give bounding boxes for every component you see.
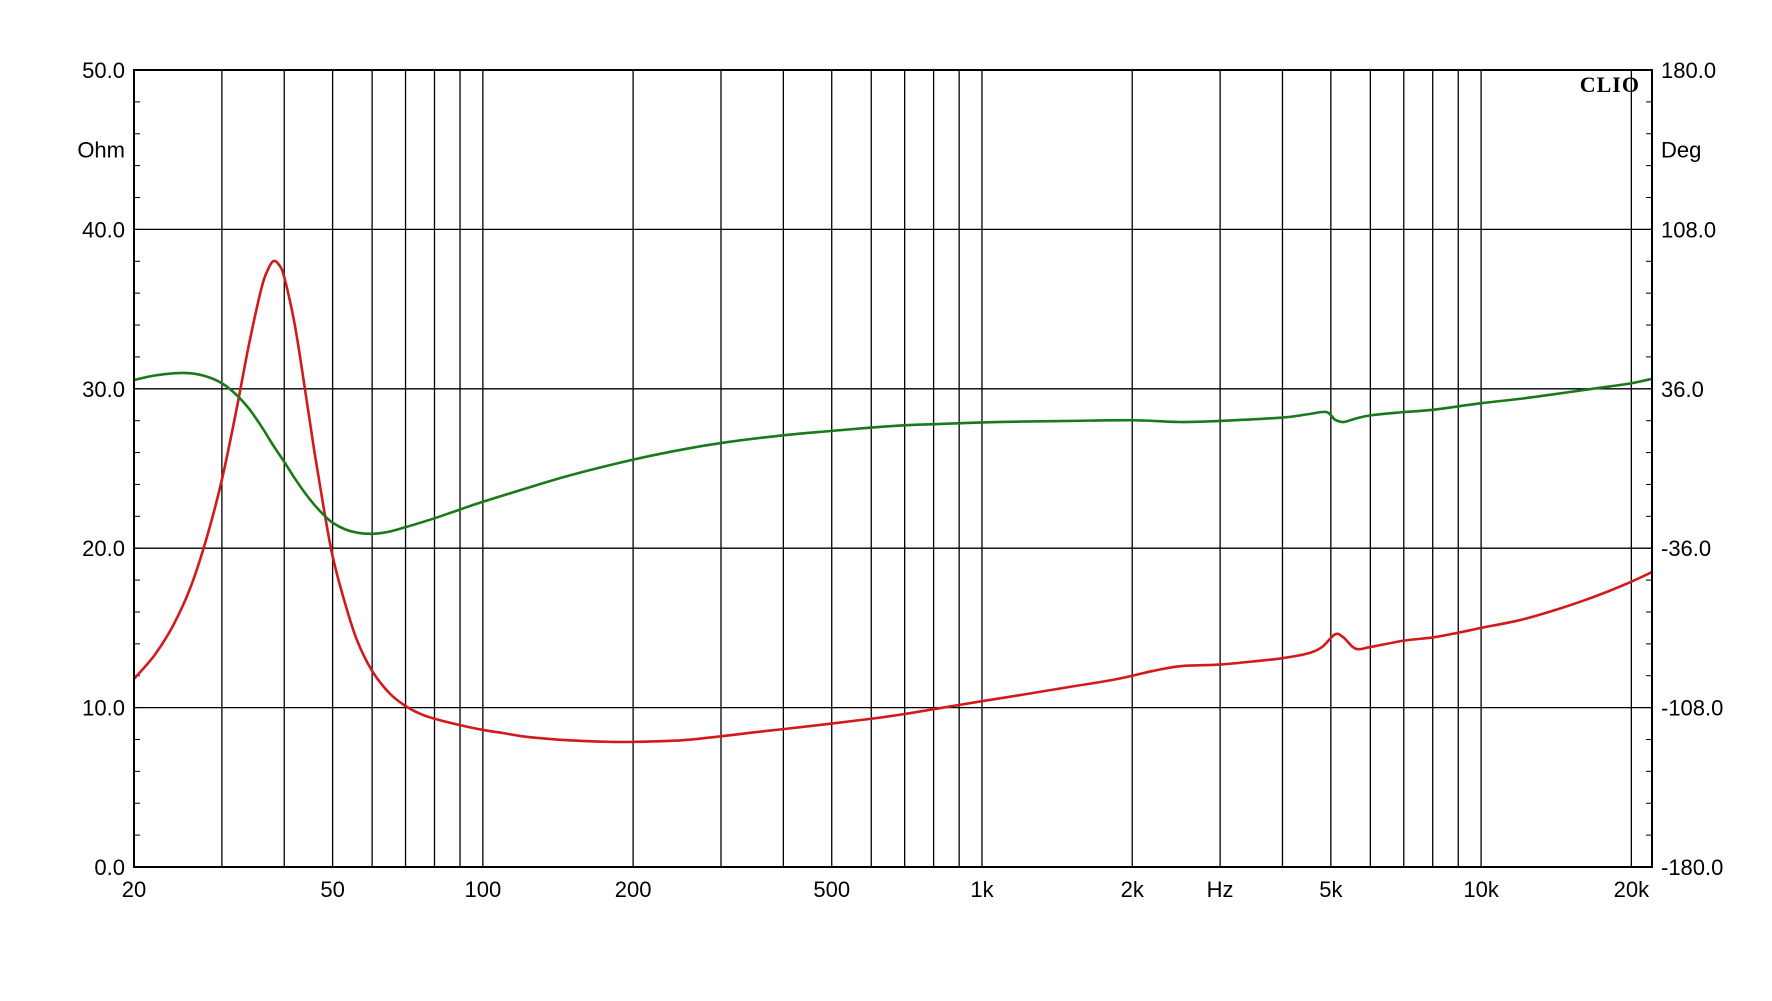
x-tick-label: 5k — [1319, 877, 1343, 902]
x-tick-label: 20 — [122, 877, 146, 902]
impedance-series-line — [133, 259, 1653, 744]
left-axis-unit-label: Ohm — [77, 138, 125, 163]
right-tick-label: 36.0 — [1661, 377, 1704, 402]
left-tick-label: 0.0 — [94, 855, 125, 880]
x-tick-label: 100 — [465, 877, 502, 902]
right-axis-unit-label: Deg — [1661, 138, 1701, 163]
x-tick-label: 20k — [1614, 877, 1650, 902]
series-layer — [133, 259, 1653, 744]
x-tick-label: 500 — [813, 877, 850, 902]
x-axis-unit-label: Hz — [1207, 877, 1234, 902]
right-tick-label: -108.0 — [1661, 696, 1723, 721]
left-tick-label: 40.0 — [82, 217, 125, 242]
x-tick-label: 1k — [970, 877, 994, 902]
x-tick-label: 2k — [1121, 877, 1145, 902]
left-tick-label: 20.0 — [82, 536, 125, 561]
right-tick-label: -36.0 — [1661, 536, 1711, 561]
x-tick-label: 10k — [1463, 877, 1499, 902]
right-tick-label: -180.0 — [1661, 855, 1723, 880]
brand-label: CLIO — [1580, 72, 1640, 97]
right-tick-label: 180.0 — [1661, 58, 1716, 83]
axis-labels: 20 50 100 200 500 1k 2k 5k 10k 20k 0.0 10.0 20.0 30.0… — [82, 58, 1723, 902]
left-tick-label: 50.0 — [82, 58, 125, 83]
x-tick-label: 50 — [320, 877, 344, 902]
grid — [134, 69, 1652, 868]
phase-series-line — [133, 371, 1653, 536]
plot-frame — [133, 69, 1653, 868]
left-tick-label: 30.0 — [82, 377, 125, 402]
right-tick-label: 108.0 — [1661, 217, 1716, 242]
left-tick-label: 10.0 — [82, 696, 125, 721]
x-tick-label: 200 — [615, 877, 652, 902]
